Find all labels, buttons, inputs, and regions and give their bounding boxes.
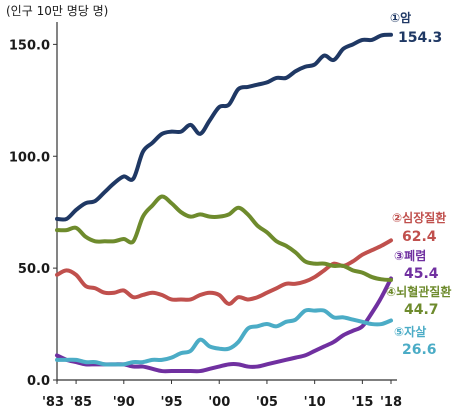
series-value-label: 45.4 [404,266,439,282]
series-line [55,32,393,222]
series-lines [55,32,393,374]
series-line [55,238,393,306]
x-tick-label: '10 [304,395,326,410]
series-value-label: 44.7 [404,302,439,318]
series-name-label: ⑤자살 [394,324,426,339]
x-tick-label: '00 [208,395,230,410]
x-tick-label: '85 [70,395,92,410]
series-name-label: ④뇌혈관질환 [386,284,451,299]
series-name-label: ③폐렴 [394,248,426,263]
y-tick-label: 0.0 [27,374,50,389]
x-tick-label: '90 [113,395,135,410]
x-tick-label: '05 [256,395,278,410]
y-tick-label: 50.0 [18,262,50,277]
series-value-label: 26.6 [402,342,437,358]
series-name-label: ②심장질환 [392,210,446,225]
y-tick-label: 150.0 [9,38,50,53]
series-line [55,307,393,367]
series-line [55,194,393,282]
unit-label: (인구 10만 명당 명) [6,4,108,18]
series-name-label: ①암 [390,11,411,25]
x-tick-label: '83 [42,395,64,410]
series-value-label: 154.3 [398,30,442,46]
y-tick-label: 100.0 [9,150,50,165]
chart-axes: 0.0 50.0 100.0 150.0 '83 '85 '90 '95 '00 '05 '10 '1… [9,22,402,410]
series-labels: ①암 154.3 ②심장질환 62.4 ③폐렴 45.4 ④뇌혈관질환 44.7 ⑤자살 26.6 [386,11,451,358]
series-value-label: 62.4 [402,229,437,245]
x-tick-label: '18 [380,395,402,410]
x-tick-label: '15 [351,395,373,410]
x-tick-label: '95 [160,395,182,410]
